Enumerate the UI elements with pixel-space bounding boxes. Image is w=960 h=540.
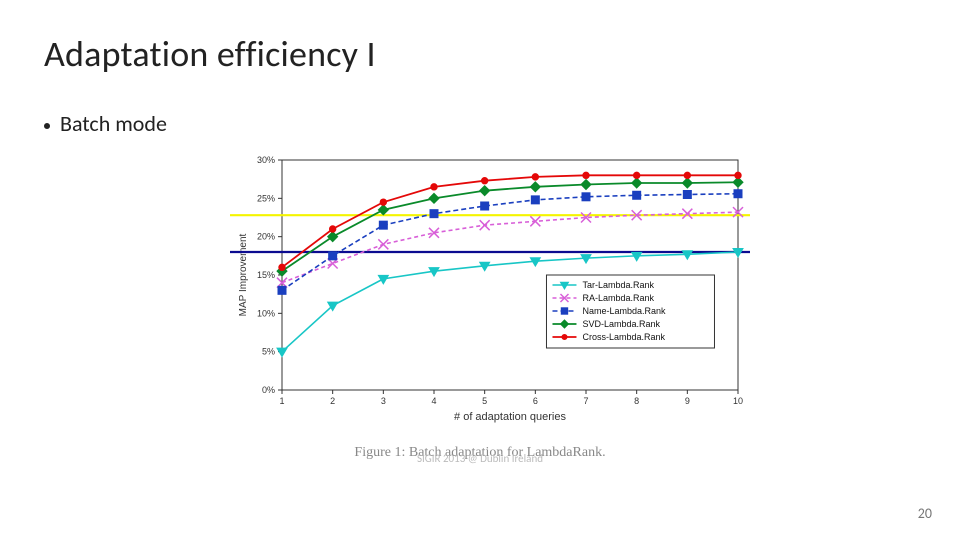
svg-text:SVD-Lambda.Rank: SVD-Lambda.Rank xyxy=(582,319,660,329)
svg-text:# of adaptation queries: # of adaptation queries xyxy=(454,411,566,423)
svg-text:20%: 20% xyxy=(257,232,275,242)
page-title: Adaptation efficiency I xyxy=(44,32,376,76)
svg-text:Name-Lambda.Rank: Name-Lambda.Rank xyxy=(582,306,666,316)
svg-text:8: 8 xyxy=(634,396,639,406)
bullet-text: Batch mode xyxy=(60,110,167,137)
chart: 0% 5% 10% 15% 20% 25% 30% 1 2 3 4 5 6 7 8 9 10 MAP Improv… xyxy=(230,150,750,430)
svg-text:10: 10 xyxy=(733,396,743,406)
svg-text:MAP Improvement: MAP Improvement xyxy=(238,233,249,316)
svg-text:4: 4 xyxy=(431,396,436,406)
svg-text:5: 5 xyxy=(482,396,487,406)
slide: Adaptation efficiency I Batch mode 0% 5% 1… xyxy=(0,0,960,540)
footer-note: SIGIR 2013 @ Dublin Ireland xyxy=(0,452,960,465)
svg-text:0%: 0% xyxy=(262,385,275,395)
svg-text:1: 1 xyxy=(279,396,284,406)
svg-text:RA-Lambda.Rank: RA-Lambda.Rank xyxy=(582,293,654,303)
chart-svg: 0% 5% 10% 15% 20% 25% 30% 1 2 3 4 5 6 7 8 9 10 MAP Improv… xyxy=(230,150,750,430)
svg-text:9: 9 xyxy=(685,396,690,406)
bullet-line: Batch mode xyxy=(44,110,167,137)
svg-text:7: 7 xyxy=(583,396,588,406)
svg-text:6: 6 xyxy=(533,396,538,406)
svg-text:10%: 10% xyxy=(257,308,275,318)
svg-text:Tar-Lambda.Rank: Tar-Lambda.Rank xyxy=(582,280,654,290)
svg-text:30%: 30% xyxy=(257,155,275,165)
svg-text:3: 3 xyxy=(381,396,386,406)
svg-text:25%: 25% xyxy=(257,193,275,203)
bullet-dot xyxy=(44,123,50,129)
svg-text:15%: 15% xyxy=(257,270,275,280)
svg-text:2: 2 xyxy=(330,396,335,406)
svg-text:Cross-Lambda.Rank: Cross-Lambda.Rank xyxy=(582,332,665,342)
svg-text:5%: 5% xyxy=(262,347,275,357)
page-number: 20 xyxy=(918,505,932,522)
